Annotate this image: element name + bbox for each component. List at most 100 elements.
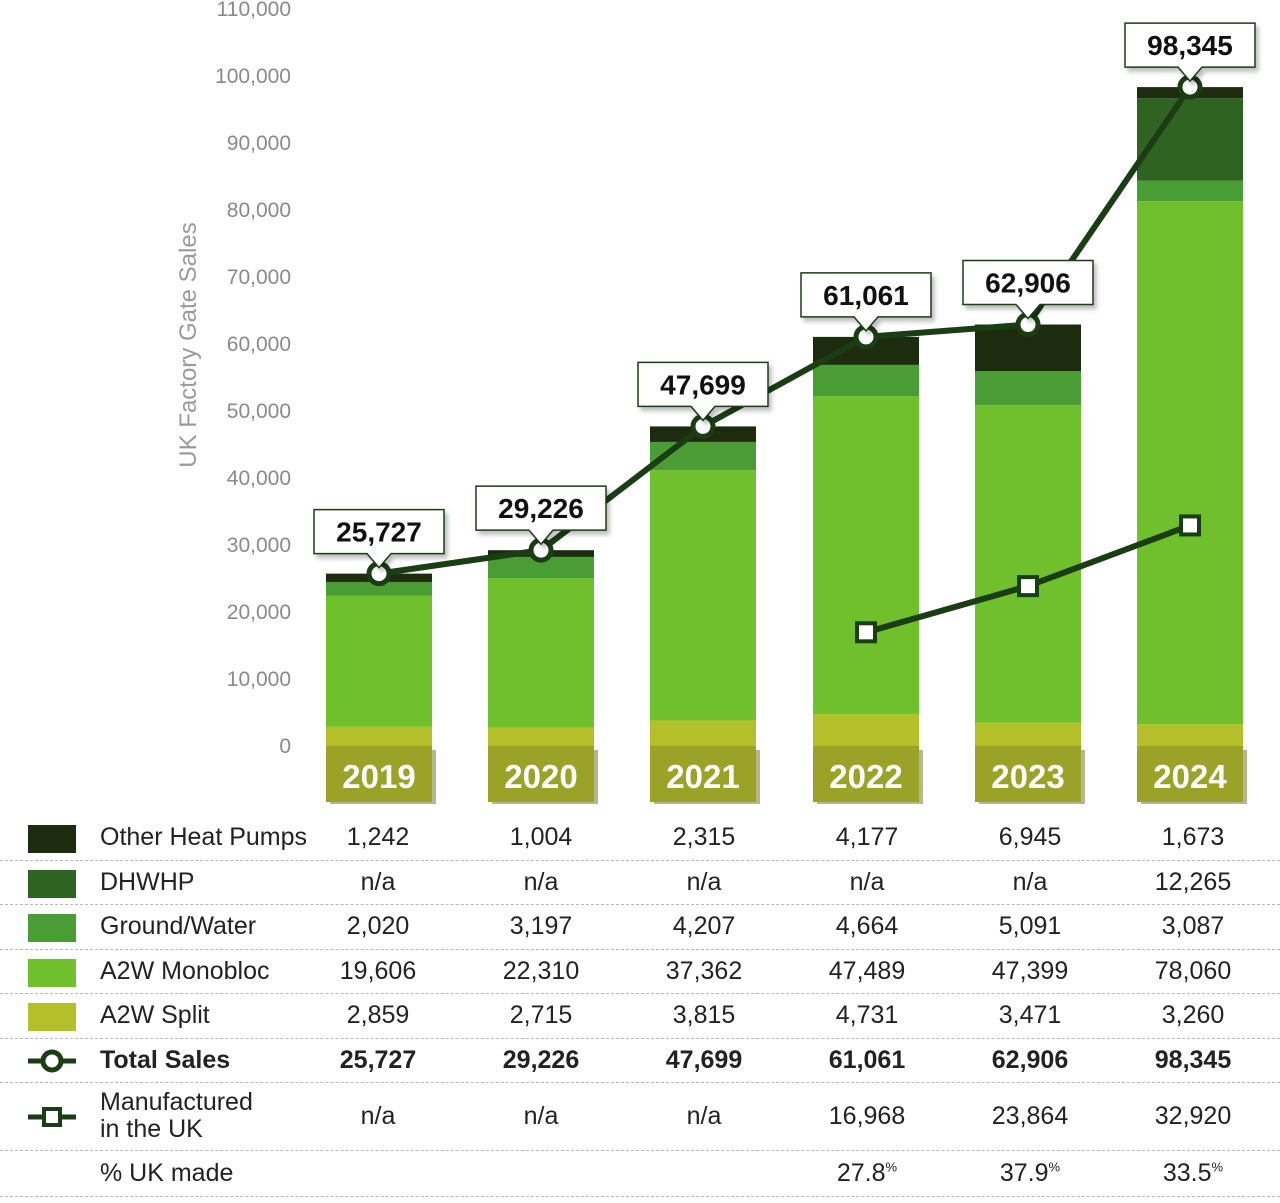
callout: [475, 485, 607, 546]
year-label: 2022: [829, 758, 902, 795]
table-cell: 78,060: [1154, 956, 1232, 985]
dhwhp-swatch: [28, 869, 76, 898]
callout-label: 47,699: [660, 369, 746, 400]
other-heat-pumps-swatch: [28, 825, 76, 853]
ground-water-swatch: [28, 914, 76, 942]
row-label: A2W Monobloc: [100, 956, 270, 985]
callout: [637, 361, 769, 422]
table-cell: 3,197: [509, 912, 573, 940]
row-label: Manufactured in the UK: [100, 1089, 253, 1143]
year-label: 2021: [666, 758, 739, 795]
year-band: [813, 746, 919, 802]
y-tick-label: 110,000: [217, 0, 291, 21]
callout: [313, 508, 445, 569]
table-row-other-heat-pumps: Other Heat Pumps 1,242 1,004 2,315 4,177…: [0, 816, 1280, 861]
table-cell: 19,606: [339, 956, 417, 985]
pct-value: 33.5: [1162, 1159, 1212, 1187]
table-row-a2w-split: A2W Split 2,859 2,715 3,815 4,731 3,471 …: [0, 994, 1280, 1039]
row-label: Total Sales: [100, 1045, 231, 1074]
year-band: [326, 746, 432, 802]
table-row-ground-water: Ground/Water 2,020 3,197 4,207 4,664 5,0…: [0, 905, 1280, 950]
table-cell: 25,727: [339, 1045, 417, 1074]
table-row-pct-uk-made: % UK made 27.8% 37.9% 33.5%: [0, 1151, 1280, 1197]
bar-segment-ground-water: [975, 371, 1081, 406]
table-cell: 32,920: [1154, 1102, 1232, 1130]
table-cell: n/a: [686, 1102, 722, 1130]
table-cell: 2,715: [509, 1001, 573, 1029]
pct-suffix: %: [1211, 1159, 1224, 1175]
bar-segment-a2w-split: [1137, 724, 1243, 746]
table-cell: n/a: [1012, 867, 1048, 896]
year-band: [975, 746, 1081, 802]
y-axis-title: UK Factory Gate Sales: [175, 222, 202, 467]
callout-box: [637, 361, 769, 422]
manufactured-uk-point: [855, 621, 877, 644]
callout: [800, 272, 932, 333]
year-label: 2020: [504, 758, 577, 795]
y-tick-label: 60,000: [227, 333, 291, 356]
bar-segment-a2w-monobloc: [975, 405, 1081, 723]
table-cell: n/a: [686, 867, 722, 896]
bar-segment-ground-water: [813, 364, 919, 397]
table-cell: 12,265: [1154, 867, 1232, 896]
year-label: 2023: [991, 758, 1064, 795]
callout: [962, 259, 1094, 320]
bar-segment-a2w-split: [326, 726, 432, 746]
y-tick-label: 40,000: [227, 467, 291, 490]
table-cell: 2,315: [672, 823, 736, 851]
table-cell: 22,310: [502, 956, 580, 985]
a2w-monobloc-swatch: [28, 958, 76, 987]
row-label: % UK made: [100, 1159, 234, 1187]
table-cell: 61,061: [828, 1045, 906, 1074]
year-label: 2024: [1153, 758, 1227, 795]
table-cell-pct: 37.9%: [955, 1159, 1105, 1188]
pct-value: 37.9: [999, 1159, 1049, 1187]
circle-line-icon: [28, 1049, 76, 1072]
year-band: [650, 746, 756, 802]
bar-segment-a2w-monobloc: [1137, 201, 1243, 725]
row-label: Ground/Water: [100, 912, 257, 940]
table-cell: 2,020: [346, 912, 410, 940]
row-label: DHWHP: [100, 867, 195, 896]
table-cell: 62,906: [991, 1045, 1069, 1074]
callout-label: 98,345: [1147, 30, 1233, 61]
bar-segment-a2w-monobloc: [326, 595, 432, 727]
row-label-line2: in the UK: [100, 1115, 203, 1143]
y-tick-label: 20,000: [227, 601, 291, 624]
bar-segment-a2w-monobloc: [813, 396, 919, 715]
table-row-total-sales: Total Sales 25,727 29,226 47,699 61,061 …: [0, 1039, 1280, 1083]
bar-segment-ground-water: [488, 556, 594, 579]
data-table: Other Heat Pumps 1,242 1,004 2,315 4,177…: [0, 816, 1280, 1197]
stacked-bar-chart: 0 10,000 20,000 30,000 40,000 50,000 60,000 70,…: [175, 0, 1256, 804]
y-tick-label: 90,000: [227, 132, 291, 155]
table-cell: 4,177: [835, 823, 899, 851]
y-tick-label: 10,000: [227, 668, 291, 691]
table-cell: 47,699: [665, 1045, 743, 1074]
table-cell: 1,673: [1161, 823, 1225, 851]
table-cell: n/a: [360, 1102, 396, 1130]
y-tick-label: 30,000: [227, 534, 291, 557]
table-cell-pct: 33.5%: [1118, 1159, 1268, 1188]
callout-box: [800, 272, 932, 333]
callout-label: 25,727: [336, 517, 422, 548]
y-tick-label: 80,000: [227, 199, 291, 222]
table-cell: 2,859: [346, 1001, 410, 1029]
y-tick-label: 50,000: [227, 400, 291, 423]
y-tick-label: 0: [279, 735, 291, 758]
bar-segment-a2w-monobloc: [650, 470, 756, 721]
callout-box: [962, 259, 1094, 320]
table-row-a2w-monobloc: A2W Monobloc 19,606 22,310 37,362 47,489…: [0, 950, 1280, 994]
y-tick-label: 70,000: [227, 266, 291, 289]
pct-value: 27.8: [836, 1159, 886, 1187]
table-cell: 3,260: [1161, 1001, 1225, 1029]
row-label: Other Heat Pumps: [100, 823, 308, 851]
year-label: 2019: [342, 758, 415, 795]
bar-segment-ground-water: [1137, 180, 1243, 202]
year-band: [488, 746, 594, 802]
table-cell: 98,345: [1154, 1045, 1232, 1074]
callout-label: 62,906: [985, 268, 1071, 299]
row-label: A2W Split: [100, 1001, 210, 1029]
pct-suffix: %: [1048, 1159, 1061, 1175]
callout-box: [1124, 22, 1256, 83]
table-cell: 3,471: [998, 1001, 1062, 1029]
